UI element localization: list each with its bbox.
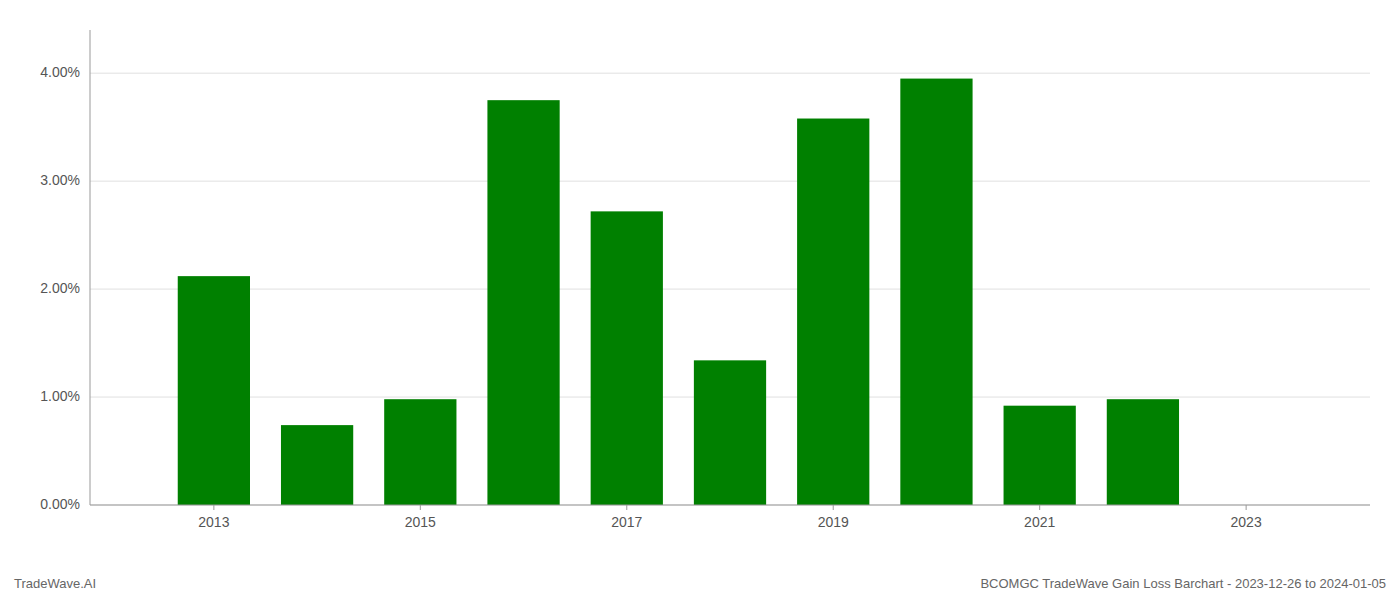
bar <box>281 425 353 505</box>
bar <box>797 119 869 505</box>
footer-right: BCOMGC TradeWave Gain Loss Barchart - 20… <box>980 576 1386 591</box>
x-tick <box>213 505 214 510</box>
grid-line <box>90 505 1370 506</box>
footer-left: TradeWave.AI <box>14 576 96 591</box>
y-tick-label: 3.00% <box>40 172 80 188</box>
x-tick-label: 2023 <box>1231 514 1262 530</box>
y-tick-label: 1.00% <box>40 388 80 404</box>
grid-line <box>90 73 1370 74</box>
y-tick-label: 4.00% <box>40 64 80 80</box>
grid-line <box>90 289 1370 290</box>
x-tick <box>420 505 421 510</box>
x-tick-label: 2021 <box>1024 514 1055 530</box>
bar <box>900 79 972 505</box>
y-tick-label: 0.00% <box>40 496 80 512</box>
x-tick-label: 2015 <box>405 514 436 530</box>
grid-line <box>90 181 1370 182</box>
x-tick <box>833 505 834 510</box>
x-tick-label: 2017 <box>611 514 642 530</box>
bar <box>694 360 766 505</box>
bar <box>1004 406 1076 505</box>
bars <box>178 79 1179 505</box>
bar <box>384 399 456 505</box>
chart: 0.00% 1.00% 2.00% 3.00% 4.00% 2013 2015 2017 201… <box>0 0 1400 600</box>
x-tick <box>1039 505 1040 510</box>
bar <box>178 276 250 505</box>
y-tick-label: 2.00% <box>40 280 80 296</box>
x-axis-line <box>90 505 1370 506</box>
bar <box>487 100 559 505</box>
x-tick <box>1246 505 1247 510</box>
x-tick-label: 2013 <box>198 514 229 530</box>
y-axis-line <box>90 30 91 505</box>
background <box>0 0 1400 600</box>
grid <box>90 73 1370 505</box>
x-tick <box>626 505 627 510</box>
x-tick-label: 2019 <box>818 514 849 530</box>
bar <box>591 211 663 505</box>
bar <box>1107 399 1179 505</box>
